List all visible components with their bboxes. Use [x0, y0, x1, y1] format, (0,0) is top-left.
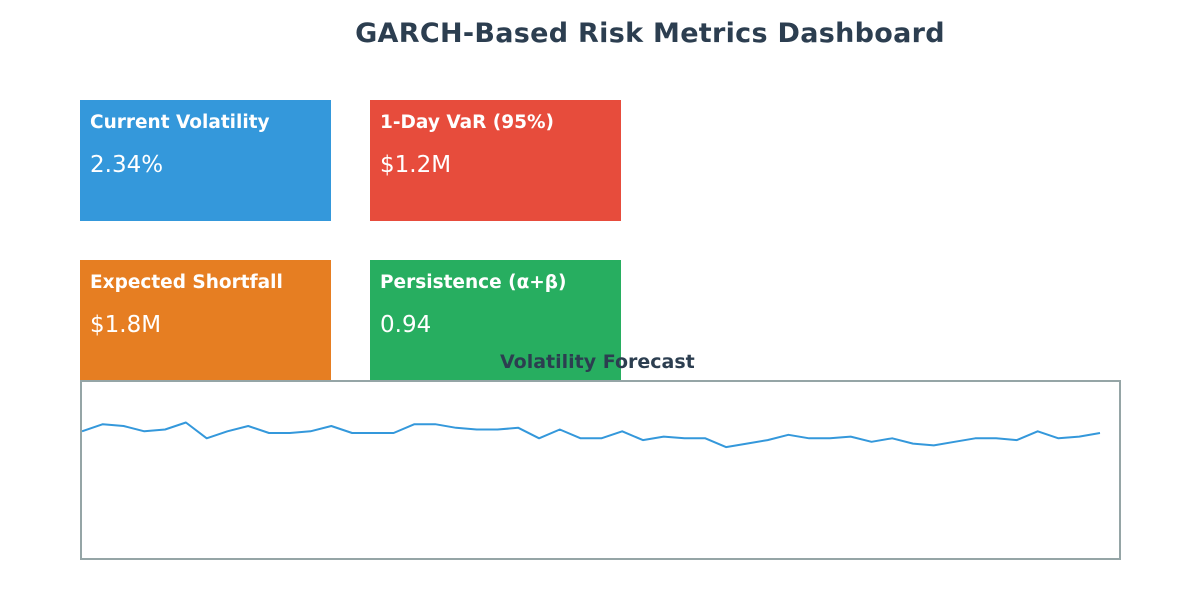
- chart-title: Volatility Forecast: [500, 351, 695, 373]
- metric-label: Expected Shortfall: [90, 272, 283, 293]
- metric-value: $1.2M: [380, 152, 452, 178]
- page-title: GARCH-Based Risk Metrics Dashboard: [355, 18, 945, 49]
- metric-value: $1.8M: [90, 312, 162, 338]
- metric-value: 2.34%: [90, 152, 164, 178]
- volatility-chart-frame: [80, 380, 1121, 560]
- metric-label: Persistence (α+β): [380, 272, 567, 293]
- metric-card-persistence: Persistence (α+β) 0.94: [370, 260, 621, 381]
- volatility-series-line: [82, 421, 1101, 449]
- metric-card-current-volatility: Current Volatility 2.34%: [80, 100, 331, 221]
- metric-card-expected-shortfall: Expected Shortfall $1.8M: [80, 260, 331, 381]
- metric-label: 1-Day VaR (95%): [380, 112, 554, 133]
- volatility-chart: [82, 421, 1101, 449]
- metric-card-var: 1-Day VaR (95%) $1.2M: [370, 100, 621, 221]
- metric-label: Current Volatility: [90, 112, 270, 133]
- metric-value: 0.94: [380, 312, 432, 338]
